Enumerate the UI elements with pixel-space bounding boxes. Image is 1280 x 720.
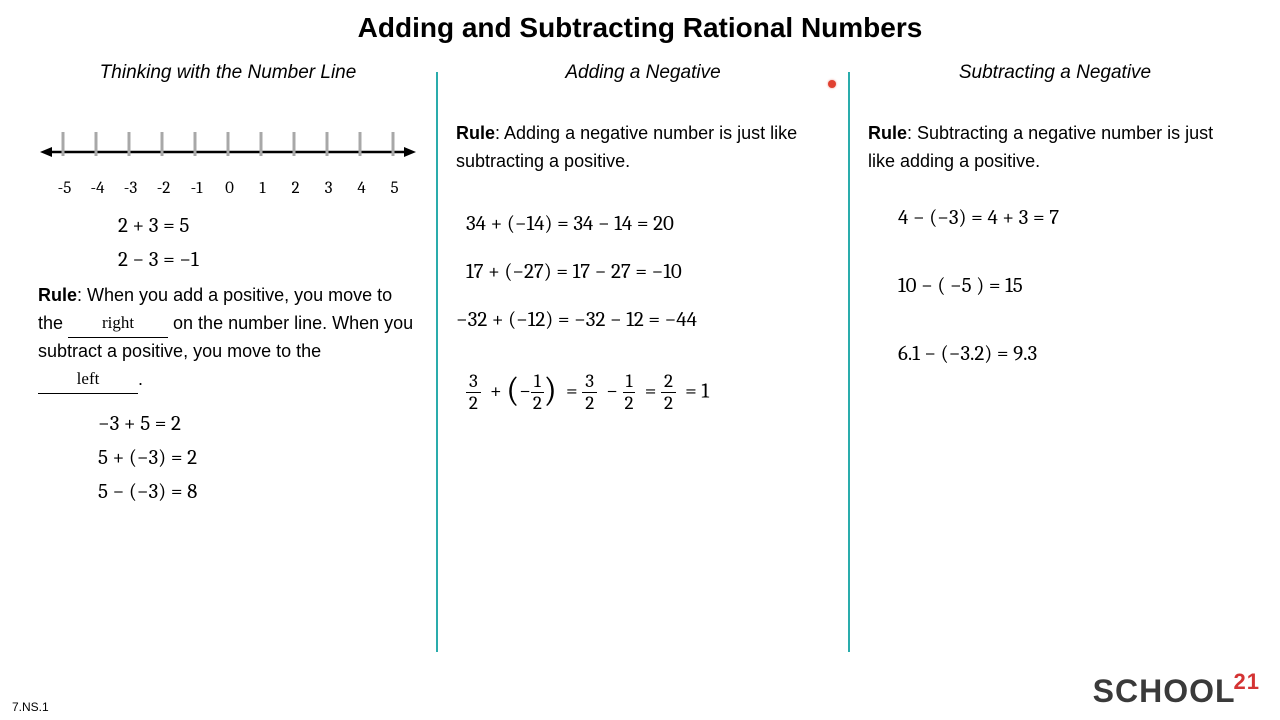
rule-right: Rule: Subtracting a negative number is j…	[868, 120, 1242, 176]
equation: 6.1 − (−3.2) = 9.3	[898, 342, 1242, 366]
equation: −3 + 5 = 2	[98, 412, 418, 436]
standard-code: 7.NS.1	[12, 700, 49, 714]
eq-block-top: 2 + 3 = 5 2 − 3 = −1	[118, 214, 418, 272]
number-line: -5 -4 -3 -2 -1 0 1 2 3 4 5	[38, 114, 418, 198]
rule-middle: Rule: Adding a negative number is just l…	[456, 120, 830, 176]
eq-block-bottom: −3 + 5 = 2 5 + (−3) = 2 5 − (−3) = 8	[98, 412, 418, 504]
equation: 10 − ( −5 ) = 15	[898, 274, 1242, 298]
equation: 17 + (−27) = 17 − 27 = −10	[466, 260, 830, 284]
column-number-line: Thinking with the Number Line	[20, 62, 436, 662]
column-subtracting-negative: Subtracting a Negative Rule: Subtracting…	[850, 62, 1260, 662]
columns-container: Thinking with the Number Line	[0, 62, 1280, 662]
equation: 5 − (−3) = 8	[98, 480, 418, 504]
col-heading-right: Subtracting a Negative	[868, 62, 1242, 84]
number-line-labels: -5 -4 -3 -2 -1 0 1 2 3 4 5	[38, 179, 418, 198]
laser-pointer-dot	[828, 80, 836, 88]
equation: −32 + (−12) = −32 − 12 = −44	[456, 308, 830, 332]
equation: 2 + 3 = 5	[118, 214, 418, 238]
equation-fraction: 32 + (−12) = 32 − 12 = 22 = 1	[466, 372, 830, 413]
col-heading-left: Thinking with the Number Line	[38, 62, 418, 84]
number-line-svg	[38, 114, 418, 174]
equation: 2 − 3 = −1	[118, 248, 418, 272]
school21-logo: SCHOOL21	[1093, 673, 1262, 710]
equation: 5 + (−3) = 2	[98, 446, 418, 470]
blank-right: right	[68, 310, 168, 337]
rule-left: Rule: When you add a positive, you move …	[38, 282, 418, 394]
equation: 4 − (−3) = 4 + 3 = 7	[898, 206, 1242, 230]
page-title: Adding and Subtracting Rational Numbers	[0, 0, 1280, 62]
blank-left: left	[38, 366, 138, 393]
column-adding-negative: Adding a Negative Rule: Adding a negativ…	[438, 62, 848, 662]
col-heading-mid: Adding a Negative	[456, 62, 830, 84]
equation: 34 + (−14) = 34 − 14 = 20	[466, 212, 830, 236]
